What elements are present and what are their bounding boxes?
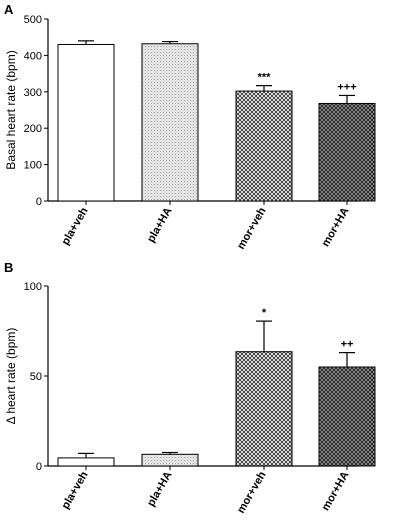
bar xyxy=(318,366,376,467)
bar xyxy=(318,102,376,202)
y-tick-label: 500 xyxy=(24,14,42,26)
bar xyxy=(141,43,199,202)
y-tick-label: 100 xyxy=(24,160,42,172)
y-tick-label: 400 xyxy=(24,50,42,62)
category-label: mor+veh xyxy=(235,205,269,251)
panel-a: A 0 100 200 300 400 500 Basal heart rate (bpm) p… xyxy=(4,2,376,251)
bar xyxy=(235,90,293,202)
bar xyxy=(57,43,115,202)
bar xyxy=(235,351,293,467)
category-label: pla+HA xyxy=(145,469,175,508)
panel-label: A xyxy=(4,2,14,17)
y-tick-label: 50 xyxy=(30,371,42,383)
significance-label: +++ xyxy=(337,81,356,93)
y-axis-label: Δ heart rate (bpm) xyxy=(4,328,18,425)
category-label: pla+veh xyxy=(60,205,91,247)
significance-label: * xyxy=(262,307,267,319)
y-tick-label: 100 xyxy=(24,281,42,293)
y-tick-label: 200 xyxy=(24,123,42,135)
significance-label: ++ xyxy=(341,339,354,351)
category-label: mor+HA xyxy=(320,205,352,248)
bar xyxy=(57,457,115,467)
significance-label: *** xyxy=(258,72,272,84)
panel-label: B xyxy=(4,260,13,275)
category-label: mor+HA xyxy=(320,469,352,512)
category-label: pla+veh xyxy=(60,469,91,511)
bar xyxy=(141,453,199,467)
y-tick-label: 0 xyxy=(36,461,42,473)
category-label: mor+veh xyxy=(235,469,269,515)
y-tick-label: 0 xyxy=(36,196,42,208)
category-label: pla+HA xyxy=(145,205,175,244)
y-axis-label: Basal heart rate (bpm) xyxy=(4,50,18,169)
panel-b: B 0 50 100 Δ heart rate (bpm) pla+veh pla+HA * m… xyxy=(4,260,376,515)
y-tick-label: 300 xyxy=(24,87,42,99)
